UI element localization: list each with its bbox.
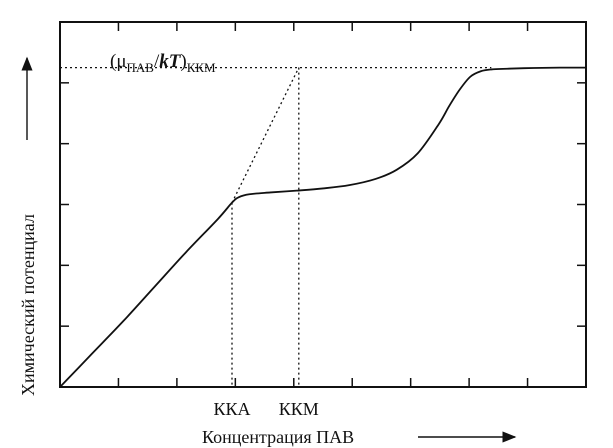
annotation-italic: kT: [159, 51, 182, 72]
guide-lines: [60, 66, 492, 387]
extrapolation-line: [231, 67, 300, 203]
annotation-close: ): [180, 51, 186, 72]
annotation-prefix: (μ: [110, 51, 127, 72]
annotation-middle: /: [154, 51, 160, 72]
y-axis-label: Химический потенциал: [18, 214, 38, 396]
tick-marks: [60, 22, 586, 387]
series-line: [59, 66, 587, 388]
annotation-subscript2: ККМ: [187, 60, 216, 75]
plot-frame: [59, 21, 587, 388]
annotation-subscript: ПАВ: [127, 60, 155, 75]
ckm-annotation: (μПАВ/kT)ККМ: [110, 51, 216, 75]
x-axis-label: Концентрация ПАВ: [202, 427, 354, 447]
x-tick-label-kkm: ККМ: [279, 399, 319, 419]
x-tick-label-kka: ККА: [213, 399, 250, 419]
